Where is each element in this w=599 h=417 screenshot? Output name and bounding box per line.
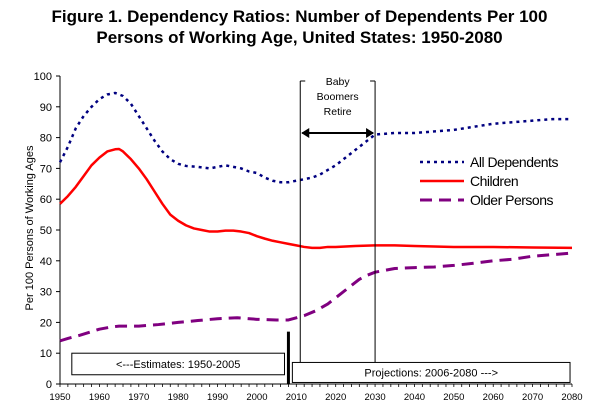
x-tick-label: 1960 xyxy=(89,392,110,403)
x-tick-label: 2030 xyxy=(365,392,386,403)
y-tick-label: 100 xyxy=(34,71,52,83)
chart-title: Figure 1. Dependency Ratios: Number of D… xyxy=(0,6,599,48)
boomers-label-line: Boomers xyxy=(317,91,359,103)
y-tick-label: 60 xyxy=(40,194,52,206)
boomers-label-line: Baby xyxy=(326,76,351,88)
boomers-label-bg xyxy=(305,79,371,116)
y-tick-label: 0 xyxy=(46,379,52,391)
legend-label: All Dependents xyxy=(470,154,558,170)
boomers-label-line: Retire xyxy=(324,106,352,118)
x-tick-label: 2070 xyxy=(522,392,543,403)
boomers-arrow-left-head xyxy=(301,127,310,138)
x-tick-label: 1970 xyxy=(128,392,149,403)
y-axis-label: Per 100 Persons of Working Ages xyxy=(24,145,36,310)
y-tick-label: 90 xyxy=(40,102,52,114)
chart-title-line-2: Persons of Working Age, United States: 1… xyxy=(96,28,503,47)
x-tick-label: 2020 xyxy=(325,392,346,403)
y-tick-label: 70 xyxy=(40,163,52,175)
series-line-all-dependents xyxy=(58,91,572,184)
projections-label: Projections: 2006-2080 ---> xyxy=(364,367,498,379)
x-tick-label: 2000 xyxy=(246,392,267,403)
y-tick-label: 40 xyxy=(40,256,52,268)
x-tick-label: 2050 xyxy=(443,392,464,403)
legend-label: Children xyxy=(470,173,518,189)
y-tick-label: 10 xyxy=(40,348,52,360)
projections-box xyxy=(291,361,571,383)
y-tick-label: 20 xyxy=(40,317,52,329)
chart-title-line-1: Figure 1. Dependency Ratios: Number of D… xyxy=(51,7,548,26)
x-tick-label: 1950 xyxy=(49,392,70,403)
y-tick-label: 30 xyxy=(40,287,52,299)
estimates-box xyxy=(71,352,285,376)
x-tick-label: 1990 xyxy=(207,392,228,403)
series-line-children xyxy=(59,147,573,250)
y-tick-label: 50 xyxy=(40,225,52,237)
x-tick-label: 2040 xyxy=(404,392,425,403)
x-tick-label: 2080 xyxy=(561,392,582,403)
legend-label: Older Persons xyxy=(470,192,553,208)
estimates-label: <---Estimates: 1950-2005 xyxy=(116,359,240,371)
x-tick-label: 1980 xyxy=(168,392,189,403)
series-line-older-persons xyxy=(59,251,573,343)
boomers-arrow-right-head xyxy=(366,127,375,138)
y-tick-label: 80 xyxy=(40,133,52,145)
x-tick-label: 2010 xyxy=(286,392,307,403)
x-tick-label: 2060 xyxy=(483,392,504,403)
